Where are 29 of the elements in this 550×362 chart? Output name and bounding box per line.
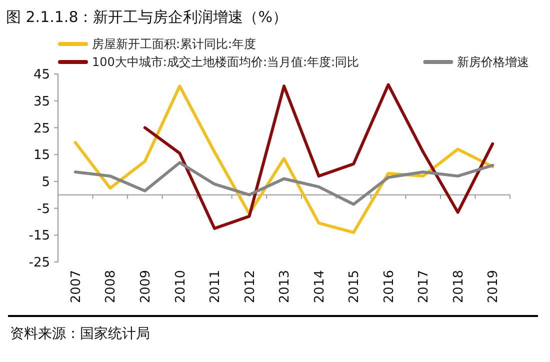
line-series [74, 161, 494, 206]
y-tick-label: 25 [33, 121, 50, 136]
x-tick-label: 2016 [382, 270, 397, 304]
x-tick-label: 2010 [173, 270, 188, 304]
x-tick-label: 2008 [104, 270, 119, 304]
x-tick-label: 2018 [451, 270, 466, 304]
legend-label: 100大中城市:成交土地楼面均价:当月值:年度:同比 [92, 55, 360, 70]
chart-title: 图 2.1.1.8：新开工与房企利润增速（%） [6, 8, 288, 26]
x-tick-label: 2017 [416, 270, 432, 304]
x-tick-label: 2019 [486, 270, 502, 304]
y-tick-label: 35 [33, 94, 50, 110]
y-tick-label: -15 [28, 228, 50, 244]
x-tick-label: 2011 [208, 270, 224, 304]
y-tick-label: -25 [28, 256, 50, 271]
line-series [143, 83, 494, 230]
y-tick-label: -5 [37, 202, 50, 217]
x-tick-label: 2014 [312, 270, 328, 304]
legend-label: 房屋新开工面积:累计同比:年度 [92, 37, 256, 52]
x-tick-label: 2013 [278, 270, 293, 304]
legend-label: 新房价格增速 [457, 55, 530, 70]
line-series [74, 84, 494, 234]
x-tick-label: 2015 [347, 270, 362, 304]
y-tick-label: 5 [42, 174, 50, 190]
x-tick-label: 2009 [138, 270, 154, 304]
y-tick-label: 15 [33, 148, 50, 164]
y-tick-label: 45 [33, 68, 50, 83]
x-tick-label: 2007 [68, 270, 84, 304]
x-tick-label: 2012 [242, 270, 258, 304]
text: 资料来源：国家统计局 [10, 326, 150, 342]
